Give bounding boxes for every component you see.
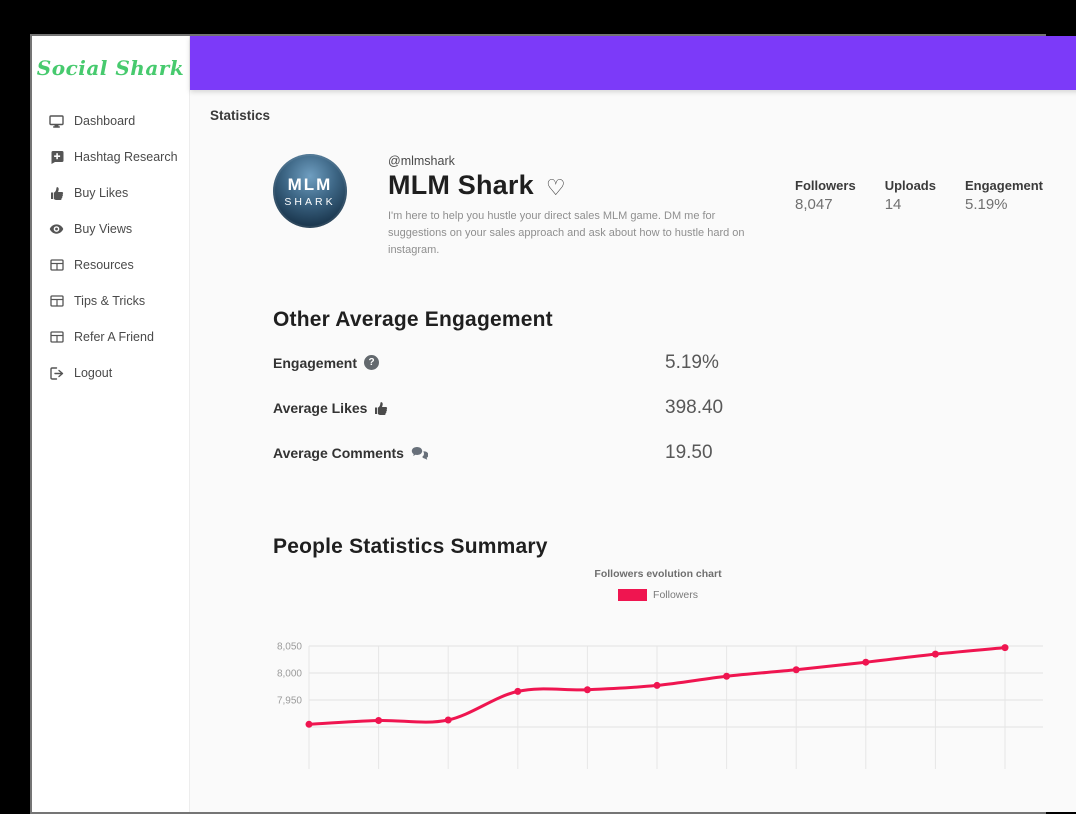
followers-line-chart: 7,950 8,000 8,050 (277, 642, 1043, 770)
row-label: Engagement (273, 354, 358, 371)
sidebar-item-label: Refer A Friend (74, 330, 154, 344)
stat-value: 14 (884, 196, 902, 213)
sidebar-item-label: Buy Likes (74, 186, 129, 200)
stat-engagement: Engagement 5.19% (965, 178, 1043, 213)
section-title: People Statistics Summary (273, 535, 548, 559)
table-icon (49, 330, 64, 345)
profile-info: @mlmshark MLM Shark ♡ I'm here to help y… (388, 154, 760, 259)
profile-handle: @mlmshark (388, 154, 455, 168)
profile-bio: I'm here to help you hustle your direct … (388, 210, 745, 257)
profile-stats: Followers 8,047 Uploads 14 Engagement 5.… (795, 154, 1043, 213)
profile-header: MLM SHARK @mlmshark MLM Shark ♡ I'm here… (273, 154, 1043, 259)
sidebar-item-label: Hashtag Research (74, 150, 178, 164)
sidebar-item-buy-views[interactable]: Buy Views (32, 211, 189, 247)
engagement-row: Engagement ? 5.19% (273, 340, 1043, 385)
sidebar-item-label: Logout (74, 366, 113, 380)
svg-text:7,950: 7,950 (277, 696, 302, 707)
sidebar-item-refer-a-friend[interactable]: Refer A Friend (32, 319, 189, 355)
top-bar (190, 36, 1076, 90)
stat-value: 8,047 (795, 196, 833, 213)
thumbs-up-icon (374, 401, 388, 415)
stat-label: Engagement (964, 178, 1043, 193)
sidebar-item-buy-likes[interactable]: Buy Likes (32, 175, 189, 211)
chart-legend: Followers (273, 589, 1043, 602)
question-circle-icon[interactable]: ? (364, 355, 380, 371)
sidebar-item-logout[interactable]: Logout (32, 355, 189, 391)
sidebar: Social Shark Dashboard Hashtag Research … (32, 36, 190, 812)
engagement-section: Other Average Engagement Engagement ? 5.… (273, 308, 1043, 475)
row-label: Average Comments (273, 444, 404, 461)
row-label: Average Likes (273, 399, 368, 416)
row-value: 5.19% (665, 351, 719, 373)
people-section: People Statistics Summary Followers evol… (273, 535, 1043, 774)
engagement-row: Average Likes 398.40 (273, 385, 1043, 430)
avatar: MLM SHARK (273, 154, 347, 228)
svg-text:8,000: 8,000 (277, 669, 302, 680)
row-value: 19.50 (665, 441, 713, 463)
content: Statistics MLM SHARK @mlmshark MLM Shark… (190, 90, 1076, 812)
sidebar-item-label: Buy Views (74, 222, 133, 236)
sidebar-item-label: Tips & Tricks (74, 294, 146, 308)
avatar-text-line2: SHARK (284, 195, 336, 208)
section-title: Other Average Engagement (273, 308, 553, 332)
app-window: Social Shark Dashboard Hashtag Research … (30, 34, 1076, 814)
sidebar-item-label: Resources (74, 258, 134, 272)
sidebar-nav: Dashboard Hashtag Research Buy Likes Buy… (32, 103, 189, 391)
comments-icon (411, 446, 428, 460)
sidebar-item-dashboard[interactable]: Dashboard (32, 103, 189, 139)
main-area: Statistics MLM SHARK @mlmshark MLM Shark… (190, 36, 1076, 812)
svg-text:8,050: 8,050 (277, 642, 302, 653)
square-plus-icon (49, 150, 64, 165)
logout-icon (49, 366, 64, 381)
profile-name: MLM Shark (388, 170, 534, 200)
thumbs-up-icon (49, 186, 64, 201)
engagement-row: Average Comments 19.50 (273, 430, 1043, 475)
sidebar-item-hashtag-research[interactable]: Hashtag Research (32, 139, 189, 175)
desktop-icon (49, 114, 64, 129)
sidebar-item-resources[interactable]: Resources (32, 247, 189, 283)
stat-value: 5.19% (964, 196, 1008, 213)
sidebar-item-tips-tricks[interactable]: Tips & Tricks (32, 283, 189, 319)
legend-swatch-followers (618, 589, 648, 602)
legend-label: Followers (653, 589, 698, 602)
chart-title: Followers evolution chart (594, 568, 722, 581)
stat-label: Uploads (884, 178, 936, 193)
stat-uploads: Uploads 14 (885, 178, 936, 213)
sidebar-item-label: Dashboard (74, 114, 136, 128)
eye-icon (49, 222, 64, 237)
avatar-text-line1: MLM (287, 174, 333, 194)
stat-followers: Followers 8,047 (795, 178, 856, 213)
table-icon (49, 258, 64, 273)
followers-chart: Followers evolution chart Followers 7,95… (273, 568, 1043, 774)
row-value: 398.40 (665, 396, 724, 418)
breadcrumb: Statistics (210, 108, 271, 123)
app-logo: Social Shark (36, 56, 185, 80)
stat-label: Followers (795, 178, 856, 193)
heart-icon[interactable]: ♡ (545, 174, 566, 200)
table-icon (49, 294, 64, 309)
